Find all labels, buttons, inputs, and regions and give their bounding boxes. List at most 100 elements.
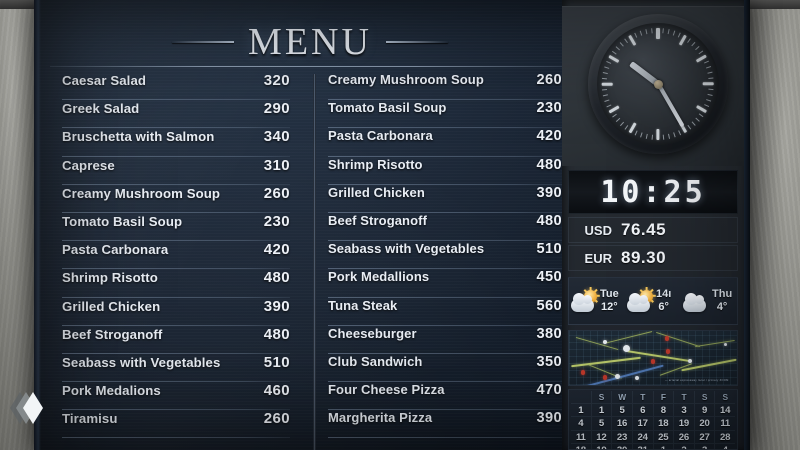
clock-tick-major [602,82,614,86]
menu-item-name: Tomato Basil Soup [328,100,447,116]
wall-pillar-left [0,0,40,450]
menu-panel: MENU Caesar Salad 320 Greek Salad 290 Brusch… [48,0,572,450]
title-underline [50,66,570,67]
calendar-day-cell[interactable]: 1 [591,404,613,418]
calendar-day-cell[interactable]: 27 [694,430,716,444]
calendar-day-cell[interactable]: 19 [674,417,695,431]
menu-item-name: Creamy Mushroom Soup [328,72,484,87]
menu-item-name: Grilled Chicken [62,298,161,314]
calendar-day-cell[interactable]: 24 [632,430,654,444]
menu-item-row: Margherita Pizza 390 [328,410,562,439]
calendar-day-cell[interactable]: 12 [591,430,613,444]
menu-column-left: Caesar Salad 320 Greek Salad 290 Bruschetta … [48,70,306,450]
digital-time-value: 10:25 [600,174,706,210]
calendar-day-cell[interactable]: 23 [612,430,633,444]
menu-item-price: 380 [536,325,562,342]
menu-item-name: Margherita Pizza [328,410,433,426]
calendar-day-cell[interactable]: 4 [571,417,592,431]
diamond-logo-main [23,392,43,424]
calendar-day-cell[interactable]: 14 [715,404,735,418]
weather-day: Thu 4° [681,278,737,324]
clock-tick-minor [634,32,638,38]
menu-item-price: 260 [536,72,562,88]
menu-item-price: 480 [536,156,562,173]
cloud-icon [627,292,650,312]
digital-clock-display: 10:25 [568,170,738,214]
menu-item-name: Pork Medallions [328,269,430,285]
calendar-day-cell[interactable]: 18 [571,443,592,449]
menu-item-name: Cheeseburger [328,325,417,341]
clock-tick-minor [602,88,608,91]
weather-day-temperature: 4° [716,301,728,313]
calendar-week-row: 1 1 5 6 8 3 9 14 [571,404,735,418]
menu-item-row: Pork Medallions 450 [328,269,562,298]
clock-tick-minor [691,41,696,47]
calendar-day-cell[interactable]: 4 [715,444,735,449]
calendar-weekday-header [571,391,592,405]
calendar-day-cell[interactable]: 6 [632,404,654,418]
menu-item-price: 480 [263,269,290,287]
menu-item-name: Tuna Steak [328,297,398,313]
menu-item-row: Caesar Salad 320 [62,72,290,101]
calendar-day-cell[interactable]: 1 [571,404,592,418]
calendar-day-cell[interactable]: 16 [612,417,633,431]
menu-item-row: Club Sandwich 350 [328,353,562,383]
menu-columns: Caesar Salad 320 Greek Salad 290 Bruschetta … [48,70,572,450]
clock-tick-minor [604,66,610,69]
calendar-day-cell[interactable]: 25 [653,430,675,444]
clock-tick-minor [612,50,618,55]
calendar-day-cell[interactable]: 9 [694,404,716,418]
calendar-day-cell[interactable]: 31 [633,443,654,449]
calendar-day-cell[interactable]: 5 [591,417,613,431]
menu-item-name: Beef Stroganoff [62,326,163,342]
sun-behind-cloud-icon [571,287,600,315]
calendar-weekday-header: S [715,391,735,405]
calendar-day-cell[interactable]: 3 [695,443,716,449]
clock-tick-minor [651,28,654,34]
clock-tick-minor [615,117,621,122]
calendar-day-cell[interactable]: 19 [592,443,613,449]
menu-item-name: Caprese [62,157,115,173]
calendar-day-cell[interactable]: 17 [632,417,654,431]
calendar-day-cell[interactable]: 2 [674,443,695,449]
calendar-day-cell[interactable]: 3 [674,404,695,418]
currency-value: 89.30 [621,248,667,267]
clock-tick-minor [706,99,712,102]
menu-item-price: 450 [536,269,562,286]
clock-tick-minor [673,132,676,138]
menu-item-price: 480 [263,325,290,343]
menu-item-name: Club Sandwich [328,353,423,369]
calendar-day-cell[interactable]: 11 [571,430,592,444]
calendar-day-cell[interactable]: 26 [674,430,695,444]
menu-item-row: Seabass with Vegetables 510 [328,241,562,270]
menu-item-row: Seabass with Vegetables 510 [62,354,290,383]
map-node [603,340,607,344]
calendar-day-cell[interactable]: 1 [654,443,675,449]
clock-tick-minor [662,134,665,140]
menu-item-row: Pasta Carbonara 420 [62,241,290,270]
calendar-weekday-header: T [632,391,654,405]
clock-tick-minor [620,121,625,127]
map-legend: — arterial expressway local / primary ZO… [665,379,729,382]
menu-item-name: Seabass with Vegetables [62,354,221,370]
menu-item-price: 230 [536,100,562,117]
weather-day-temperature: 12° [601,301,618,313]
menu-item-row: Cheeseburger 380 [328,325,562,355]
calendar-day-cell[interactable]: 30 [612,443,633,449]
calendar-day-cell[interactable]: 5 [612,404,633,418]
clock-tick-minor [604,99,610,102]
calendar-day-cell[interactable]: 18 [653,417,675,431]
calendar-day-cell[interactable]: 8 [653,404,675,418]
map-incident-marker [665,336,669,341]
clock-tick-minor [634,130,638,136]
calendar-day-cell[interactable]: 20 [694,417,716,431]
calendar-day-cell[interactable]: 28 [715,431,735,444]
clock-tick-major [679,34,688,46]
menu-item-name: Shrimp Risotto [328,156,423,172]
clock-center-cap [653,79,663,89]
calendar-day-cell[interactable]: 11 [715,417,735,431]
menu-title-row: MENU [48,20,572,64]
calendar-week-row: 4 5 16 17 18 19 20 11 [571,417,735,431]
